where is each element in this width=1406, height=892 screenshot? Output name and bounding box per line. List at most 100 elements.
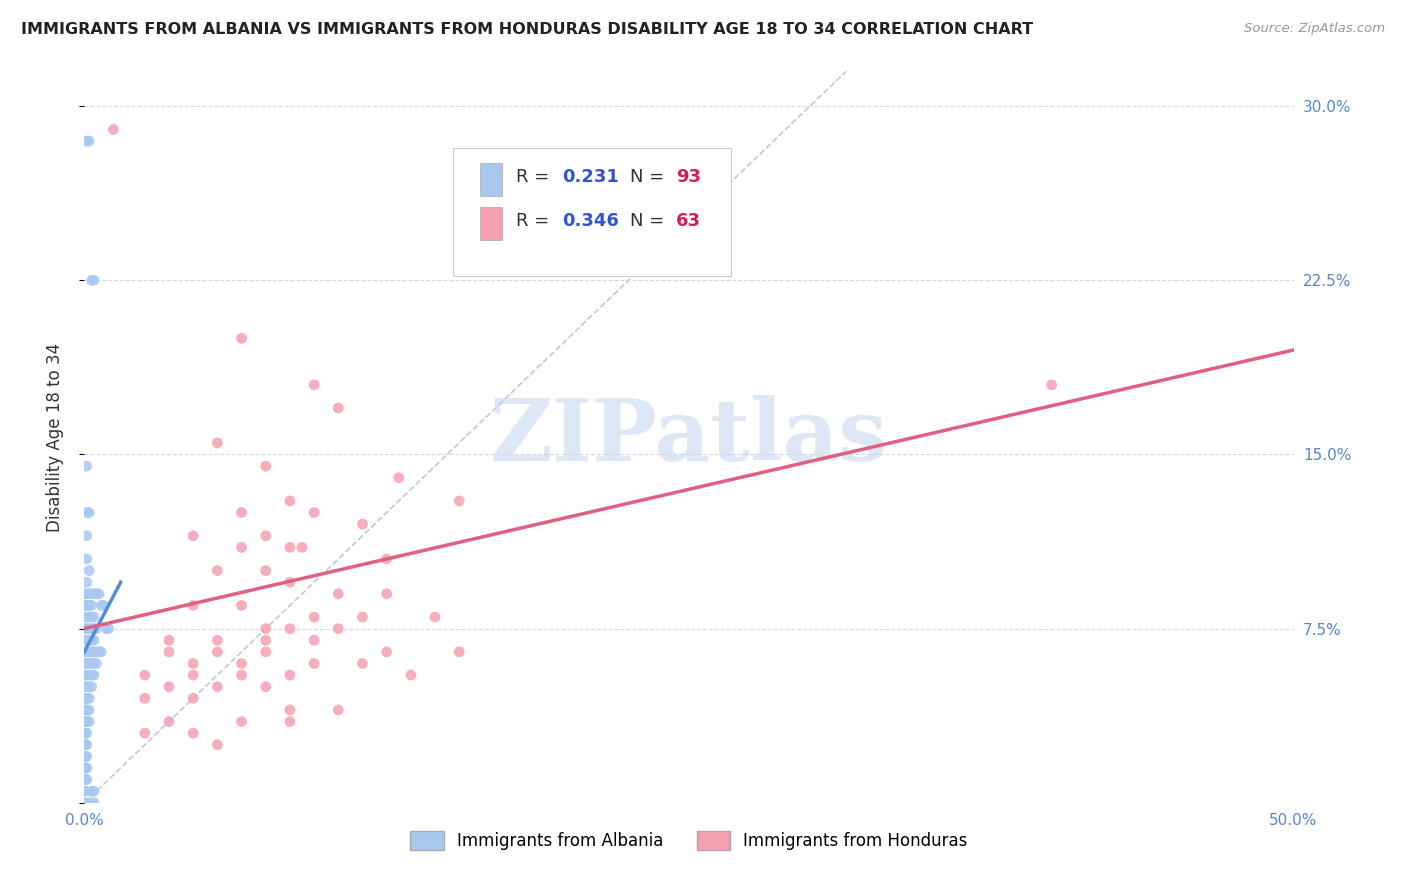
Point — [73, 680, 96, 694]
Point — [181, 529, 204, 543]
Point — [328, 622, 350, 636]
Point — [302, 610, 325, 624]
Point — [76, 680, 98, 694]
Point — [231, 599, 253, 613]
Point — [207, 633, 229, 648]
Point — [83, 622, 105, 636]
Point — [302, 506, 325, 520]
Text: R =: R = — [516, 169, 555, 186]
Point — [76, 633, 98, 648]
Point — [157, 645, 180, 659]
Point — [73, 738, 96, 752]
Point — [86, 587, 108, 601]
Point — [76, 459, 98, 474]
Point — [278, 541, 301, 555]
Point — [76, 738, 98, 752]
Point — [75, 691, 97, 706]
Y-axis label: Disability Age 18 to 34: Disability Age 18 to 34 — [45, 343, 63, 532]
Point — [73, 784, 96, 798]
Point — [423, 610, 446, 624]
Point — [1040, 377, 1063, 392]
Point — [83, 784, 105, 798]
Text: Source: ZipAtlas.com: Source: ZipAtlas.com — [1244, 22, 1385, 36]
Point — [134, 668, 156, 682]
Point — [231, 657, 253, 671]
Point — [83, 796, 105, 810]
Point — [80, 680, 103, 694]
Point — [76, 703, 98, 717]
Point — [278, 494, 301, 508]
Point — [77, 703, 100, 717]
Point — [254, 633, 277, 648]
Point — [75, 703, 97, 717]
Point — [76, 599, 98, 613]
Point — [207, 738, 229, 752]
Point — [76, 761, 98, 775]
Point — [76, 645, 98, 659]
Text: N =: N = — [630, 169, 669, 186]
Point — [80, 622, 103, 636]
Point — [76, 622, 98, 636]
Point — [76, 587, 98, 601]
Point — [75, 714, 97, 729]
Point — [86, 657, 108, 671]
Point — [83, 610, 105, 624]
Point — [83, 273, 105, 287]
Point — [73, 726, 96, 740]
Point — [75, 761, 97, 775]
Point — [278, 575, 301, 590]
Point — [87, 587, 110, 601]
Point — [83, 633, 105, 648]
Point — [73, 610, 96, 624]
Point — [73, 703, 96, 717]
Point — [77, 668, 100, 682]
Point — [231, 668, 253, 682]
Point — [76, 575, 98, 590]
Point — [76, 134, 98, 148]
Point — [73, 587, 96, 601]
Point — [352, 610, 374, 624]
Text: R =: R = — [516, 212, 555, 230]
Point — [73, 714, 96, 729]
Point — [181, 599, 204, 613]
Point — [181, 726, 204, 740]
Point — [207, 645, 229, 659]
Point — [76, 529, 98, 543]
Point — [77, 587, 100, 601]
Point — [375, 587, 398, 601]
Point — [73, 657, 96, 671]
Point — [352, 657, 374, 671]
Point — [157, 633, 180, 648]
Point — [73, 772, 96, 787]
Point — [157, 680, 180, 694]
Point — [76, 657, 98, 671]
Point — [93, 599, 115, 613]
Bar — [479, 207, 502, 240]
Point — [207, 680, 229, 694]
Point — [75, 749, 97, 764]
Point — [231, 541, 253, 555]
Point — [375, 645, 398, 659]
Point — [254, 529, 277, 543]
Point — [77, 657, 100, 671]
Point — [73, 749, 96, 764]
Point — [328, 587, 350, 601]
Point — [77, 633, 100, 648]
Point — [449, 494, 471, 508]
Point — [73, 796, 96, 810]
Point — [207, 436, 229, 450]
Point — [73, 599, 96, 613]
Point — [83, 645, 105, 659]
Point — [73, 691, 96, 706]
Point — [76, 691, 98, 706]
Point — [80, 273, 103, 287]
Point — [134, 726, 156, 740]
Text: 93: 93 — [676, 169, 700, 186]
Point — [83, 668, 105, 682]
Point — [157, 714, 180, 729]
Point — [86, 645, 108, 659]
Point — [399, 668, 422, 682]
FancyBboxPatch shape — [453, 148, 731, 277]
Point — [80, 610, 103, 624]
Point — [231, 331, 253, 345]
